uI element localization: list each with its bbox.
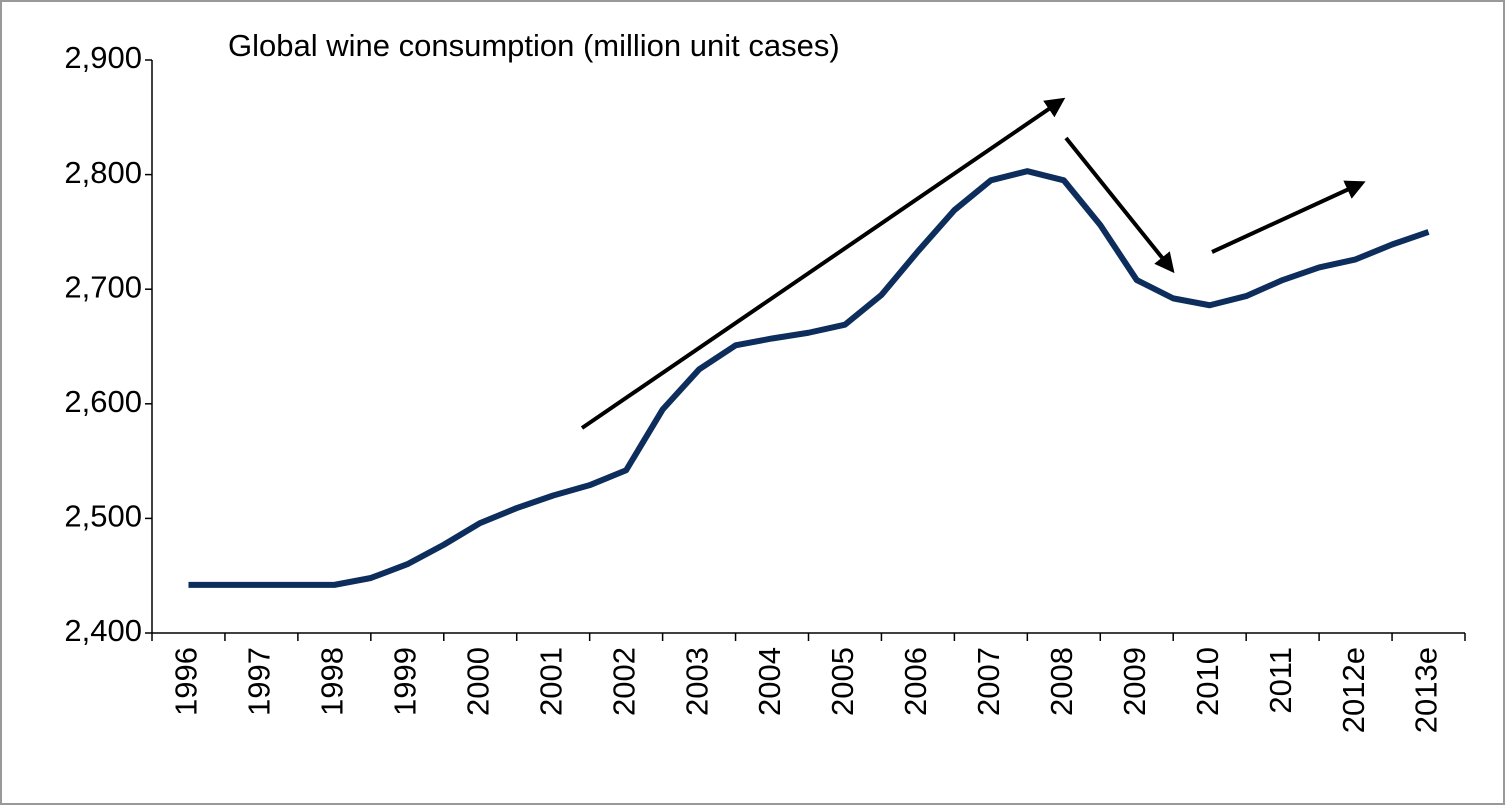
x-tick-label: 2008 — [1044, 647, 1079, 716]
x-tick-label: 2012e — [1336, 647, 1371, 733]
data-line — [188, 168, 1430, 588]
x-tick-label: 2002 — [606, 647, 641, 716]
x-tick-label: 2003 — [679, 647, 714, 716]
x-tick-label: 2007 — [971, 647, 1006, 716]
trend-arrow — [1211, 180, 1366, 254]
x-tick-label: 2006 — [898, 647, 933, 716]
x-tick-label: 2005 — [825, 647, 860, 716]
x-tick-label: 1997 — [242, 647, 277, 716]
y-tick-label: 2,800 — [64, 155, 142, 190]
y-tick-label: 2,600 — [64, 384, 142, 419]
x-tick-label: 2010 — [1190, 647, 1225, 716]
x-tick-label: 2000 — [460, 647, 495, 716]
y-tick-label: 2,500 — [64, 499, 142, 534]
chart-title: Global wine consumption (million unit ca… — [228, 28, 840, 63]
x-tick-label: 2001 — [533, 647, 568, 716]
x-tick-label: 2009 — [1117, 647, 1152, 716]
y-tick-label: 2,700 — [64, 269, 142, 304]
x-tick-label: 2011 — [1263, 647, 1298, 714]
x-tick-label: 1999 — [387, 647, 422, 716]
x-tick-label: 1998 — [315, 647, 350, 716]
trend-arrow — [1064, 136, 1175, 274]
trend-arrow — [580, 97, 1066, 430]
x-tick-label: 2004 — [752, 647, 787, 716]
y-tick-label: 2,400 — [64, 613, 142, 648]
x-tick-label: 1996 — [169, 647, 204, 716]
x-tick-label: 2013e — [1409, 647, 1444, 733]
y-tick-label: 2,900 — [64, 40, 142, 75]
